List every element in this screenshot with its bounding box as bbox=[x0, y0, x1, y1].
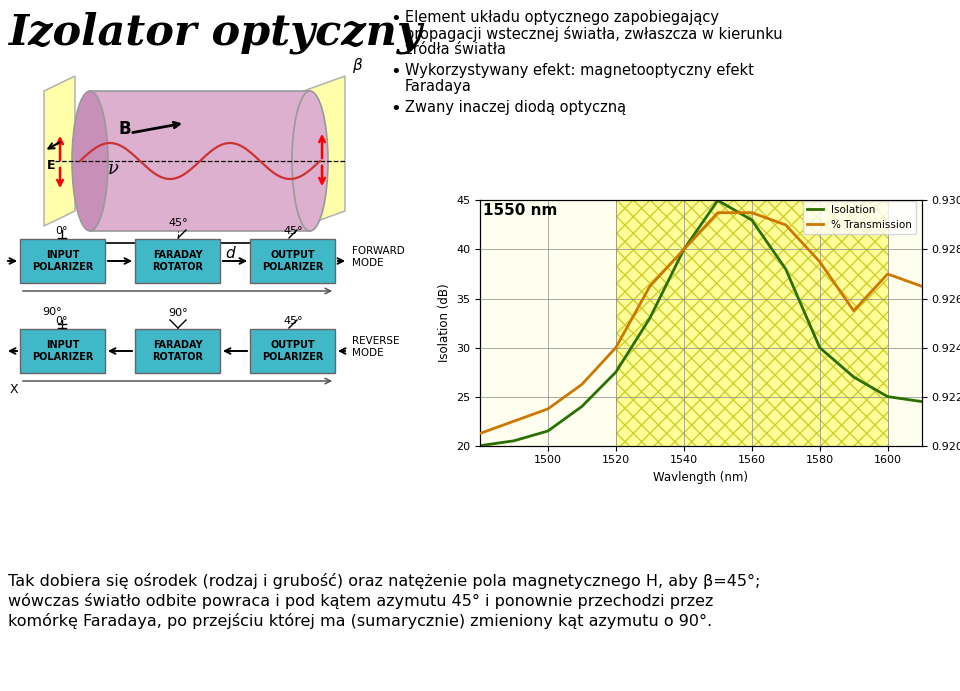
Text: ν: ν bbox=[108, 160, 119, 178]
Bar bbox=[616, 200, 888, 446]
Text: d: d bbox=[226, 246, 235, 261]
Text: FARADAY
ROTATOR: FARADAY ROTATOR bbox=[152, 340, 203, 362]
Text: Element układu optycznego zapobiegający: Element układu optycznego zapobiegający bbox=[405, 10, 719, 25]
Text: •: • bbox=[390, 63, 400, 81]
Polygon shape bbox=[298, 76, 345, 228]
Isolation bbox=[611, 368, 622, 377]
Text: INPUT
POLARIZER: INPUT POLARIZER bbox=[32, 250, 93, 272]
Text: Wykorzystywany efekt: magnetooptyczny efekt: Wykorzystywany efekt: magnetooptyczny ef… bbox=[405, 63, 754, 78]
Text: •: • bbox=[390, 100, 400, 118]
Text: Tak dobiera się ośrodek (rodzaj i grubość) oraz natężenie pola magnetycznego H, : Tak dobiera się ośrodek (rodzaj i gruboś… bbox=[8, 573, 760, 589]
% Transmission bbox=[474, 429, 486, 437]
% Transmission bbox=[814, 258, 826, 266]
Text: 0°: 0° bbox=[56, 226, 68, 236]
Bar bbox=[90, 91, 310, 231]
Text: Faradaya: Faradaya bbox=[405, 79, 472, 94]
Isolation bbox=[814, 343, 826, 352]
Text: wówczas światło odbite powraca i pod kątem azymutu 45° i ponownie przechodzi prz: wówczas światło odbite powraca i pod kąt… bbox=[8, 593, 713, 609]
Text: OUTPUT
POLARIZER: OUTPUT POLARIZER bbox=[262, 250, 324, 272]
% Transmission bbox=[712, 209, 724, 217]
Ellipse shape bbox=[292, 91, 328, 231]
Text: 1550 nm: 1550 nm bbox=[484, 203, 558, 218]
Isolation bbox=[678, 245, 689, 254]
Text: FORWARD
MODE: FORWARD MODE bbox=[352, 246, 405, 268]
Text: źródła światła: źródła światła bbox=[405, 42, 506, 57]
Text: REVERSE
MODE: REVERSE MODE bbox=[352, 337, 399, 358]
Bar bbox=[616, 200, 888, 446]
Text: 45°: 45° bbox=[283, 316, 302, 326]
Text: Izolator optyczny: Izolator optyczny bbox=[8, 11, 421, 53]
% Transmission bbox=[678, 245, 689, 254]
Text: komórkę Faradaya, po przejściu której ma (sumarycznie) zmieniony kąt azymutu o 9: komórkę Faradaya, po przejściu której ma… bbox=[8, 613, 712, 629]
Text: X: X bbox=[10, 383, 18, 396]
Text: 45°: 45° bbox=[283, 226, 302, 236]
Text: E: E bbox=[47, 158, 56, 171]
Isolation bbox=[508, 437, 519, 445]
Polygon shape bbox=[44, 76, 75, 226]
Text: 0°: 0° bbox=[56, 316, 68, 326]
FancyBboxPatch shape bbox=[135, 239, 220, 283]
% Transmission bbox=[508, 417, 519, 426]
Text: 90°: 90° bbox=[168, 308, 188, 318]
Isolation bbox=[746, 216, 757, 224]
Line: % Transmission: % Transmission bbox=[480, 213, 922, 433]
% Transmission bbox=[916, 282, 927, 290]
% Transmission bbox=[576, 380, 588, 388]
Isolation bbox=[576, 402, 588, 410]
% Transmission bbox=[611, 343, 622, 352]
Ellipse shape bbox=[72, 91, 108, 231]
X-axis label: Wavlength (nm): Wavlength (nm) bbox=[654, 471, 748, 484]
Legend: Isolation, % Transmission: Isolation, % Transmission bbox=[804, 200, 917, 234]
Isolation bbox=[780, 265, 791, 273]
% Transmission bbox=[780, 221, 791, 229]
Text: 45°: 45° bbox=[168, 218, 188, 228]
Isolation bbox=[916, 397, 927, 406]
Text: propagacji wstecznej światła, zwłaszcza w kierunku: propagacji wstecznej światła, zwłaszcza … bbox=[405, 26, 782, 42]
Isolation bbox=[542, 427, 554, 435]
Text: FARADAY
ROTATOR: FARADAY ROTATOR bbox=[152, 250, 203, 272]
FancyBboxPatch shape bbox=[250, 329, 335, 373]
Line: Isolation: Isolation bbox=[480, 200, 922, 446]
Text: B: B bbox=[118, 120, 131, 138]
Text: Zwany inaczej diodą optyczną: Zwany inaczej diodą optyczną bbox=[405, 100, 626, 115]
Isolation bbox=[848, 373, 859, 381]
Isolation bbox=[712, 196, 724, 205]
FancyBboxPatch shape bbox=[135, 329, 220, 373]
FancyBboxPatch shape bbox=[20, 329, 105, 373]
Isolation bbox=[644, 314, 656, 322]
Text: β: β bbox=[352, 58, 362, 73]
Isolation bbox=[474, 442, 486, 450]
FancyBboxPatch shape bbox=[20, 239, 105, 283]
Text: INPUT
POLARIZER: INPUT POLARIZER bbox=[32, 340, 93, 362]
% Transmission bbox=[848, 307, 859, 315]
FancyBboxPatch shape bbox=[250, 239, 335, 283]
% Transmission bbox=[746, 209, 757, 217]
% Transmission bbox=[644, 282, 656, 290]
Isolation bbox=[882, 392, 894, 401]
Text: •: • bbox=[390, 10, 400, 28]
Text: OUTPUT
POLARIZER: OUTPUT POLARIZER bbox=[262, 340, 324, 362]
% Transmission bbox=[882, 270, 894, 278]
Text: 90°: 90° bbox=[42, 307, 61, 317]
Y-axis label: Isolation (dB): Isolation (dB) bbox=[438, 284, 450, 362]
% Transmission bbox=[542, 405, 554, 413]
